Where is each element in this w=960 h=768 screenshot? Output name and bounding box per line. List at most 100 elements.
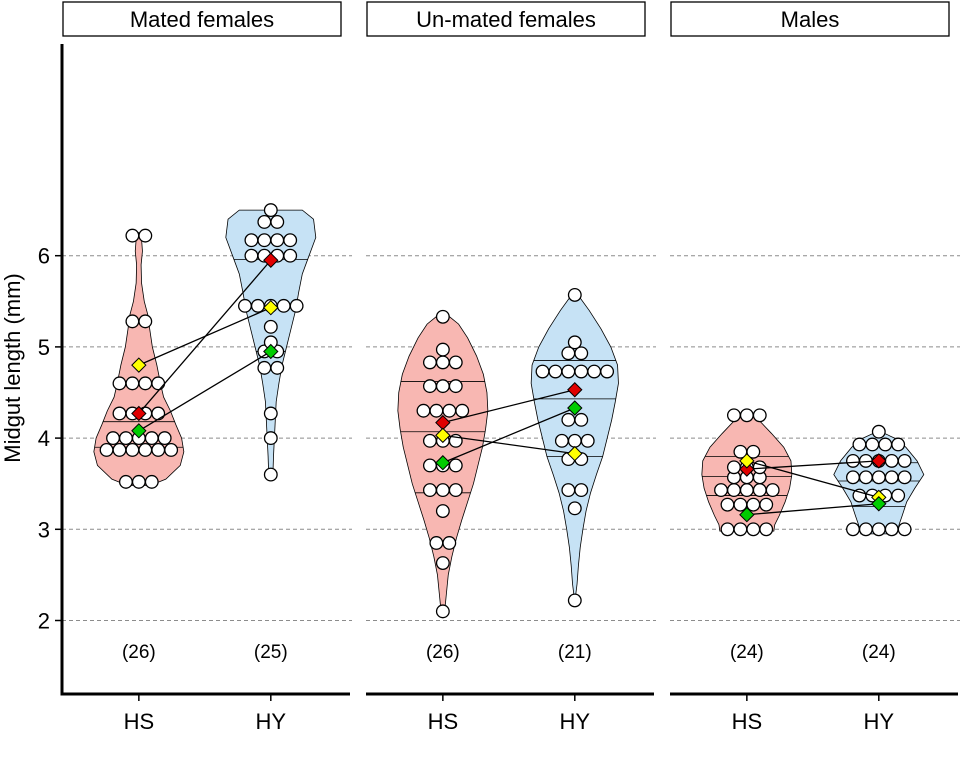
- data-point: [263, 319, 278, 334]
- sample-size-label: (25): [254, 642, 288, 663]
- data-point: [726, 408, 741, 423]
- data-point: [891, 488, 906, 503]
- data-point: [125, 314, 140, 329]
- data-point: [131, 474, 146, 489]
- data-point: [112, 406, 127, 421]
- panel-strip: [670, 1, 950, 37]
- data-point: [257, 215, 272, 229]
- data-point: [871, 470, 886, 485]
- data-point: [144, 431, 159, 446]
- data-point: [858, 522, 873, 537]
- data-point: [897, 453, 912, 468]
- yellow-connector: [138, 307, 272, 366]
- data-point: [858, 470, 873, 485]
- yellow-connector: [746, 460, 879, 499]
- data-point: [435, 355, 450, 370]
- data-point: [535, 364, 550, 379]
- data-point: [746, 522, 761, 537]
- data-point: [871, 424, 886, 439]
- data-point: [561, 364, 576, 379]
- data-point: [435, 604, 450, 619]
- data-point: [112, 443, 127, 457]
- data-point: [739, 408, 754, 423]
- data-point: [720, 522, 735, 537]
- data-point: [554, 433, 569, 448]
- data-point: [429, 403, 444, 418]
- panel-2: Males HS (24) HY (24): [670, 1, 960, 734]
- data-point: [759, 522, 774, 537]
- data-point: [561, 483, 576, 498]
- data-point: [871, 522, 886, 537]
- data-point: [865, 437, 880, 452]
- x-tick-label: HS: [732, 709, 763, 734]
- data-point: [416, 403, 431, 418]
- data-point: [891, 437, 906, 452]
- data-point: [752, 483, 767, 498]
- data-point: [567, 433, 582, 448]
- green-connector: [138, 350, 272, 432]
- data-point: [435, 342, 450, 357]
- sample-size-label: (26): [122, 642, 156, 663]
- x-tick-label: HS: [428, 709, 459, 734]
- data-point: [448, 458, 463, 473]
- y-tick-label: 6: [38, 244, 50, 269]
- data-point: [422, 379, 437, 394]
- panel-strip: [366, 1, 646, 37]
- sample-size-label: (21): [558, 642, 592, 663]
- data-point: [739, 483, 754, 498]
- sample-size-label: (26): [426, 642, 460, 663]
- yellow-diamond: [739, 453, 755, 469]
- y-tick-label: 3: [38, 517, 50, 542]
- data-point: [567, 593, 582, 608]
- data-point: [448, 355, 463, 370]
- data-point: [548, 364, 563, 379]
- data-point: [574, 412, 589, 427]
- data-point: [257, 233, 272, 248]
- data-point: [125, 376, 140, 391]
- data-point: [726, 483, 741, 498]
- data-point: [846, 453, 860, 468]
- yellow-connector: [442, 434, 575, 455]
- data-point: [897, 522, 912, 537]
- data-point: [283, 248, 298, 263]
- data-point: [99, 443, 114, 457]
- red-diamond: [739, 461, 755, 477]
- data-point: [270, 233, 285, 248]
- data-point: [846, 470, 860, 485]
- data-point: [720, 497, 735, 512]
- green-diamond: [435, 455, 451, 471]
- data-point: [151, 443, 166, 457]
- red-diamond: [263, 252, 279, 268]
- data-point: [238, 298, 252, 313]
- data-point: [244, 233, 259, 248]
- y-axis-label: Midgut length (mm): [0, 273, 25, 463]
- data-point: [106, 431, 120, 446]
- data-point: [118, 474, 133, 489]
- red-diamond: [871, 453, 887, 469]
- data-point: [574, 346, 589, 361]
- data-point: [422, 433, 437, 448]
- x-tick-label: HY: [560, 709, 591, 734]
- data-point: [250, 298, 265, 313]
- red-connector: [746, 460, 879, 470]
- panel-title: Un-mated females: [416, 7, 596, 32]
- data-point: [435, 483, 450, 498]
- data-point: [567, 501, 582, 516]
- data-point: [561, 412, 576, 427]
- panel-title: Males: [781, 7, 840, 32]
- data-point: [263, 431, 278, 446]
- yellow-diamond: [263, 299, 279, 316]
- green-diamond: [263, 343, 279, 360]
- data-point: [283, 233, 298, 248]
- data-point: [580, 433, 595, 448]
- green-diamond: [871, 496, 887, 512]
- yellow-diamond: [567, 445, 583, 462]
- data-point: [144, 474, 159, 489]
- data-point: [164, 443, 179, 457]
- data-point: [118, 431, 133, 446]
- data-point: [138, 443, 153, 457]
- data-point: [455, 403, 470, 418]
- panel-strip: [62, 1, 342, 37]
- data-point: [726, 460, 741, 475]
